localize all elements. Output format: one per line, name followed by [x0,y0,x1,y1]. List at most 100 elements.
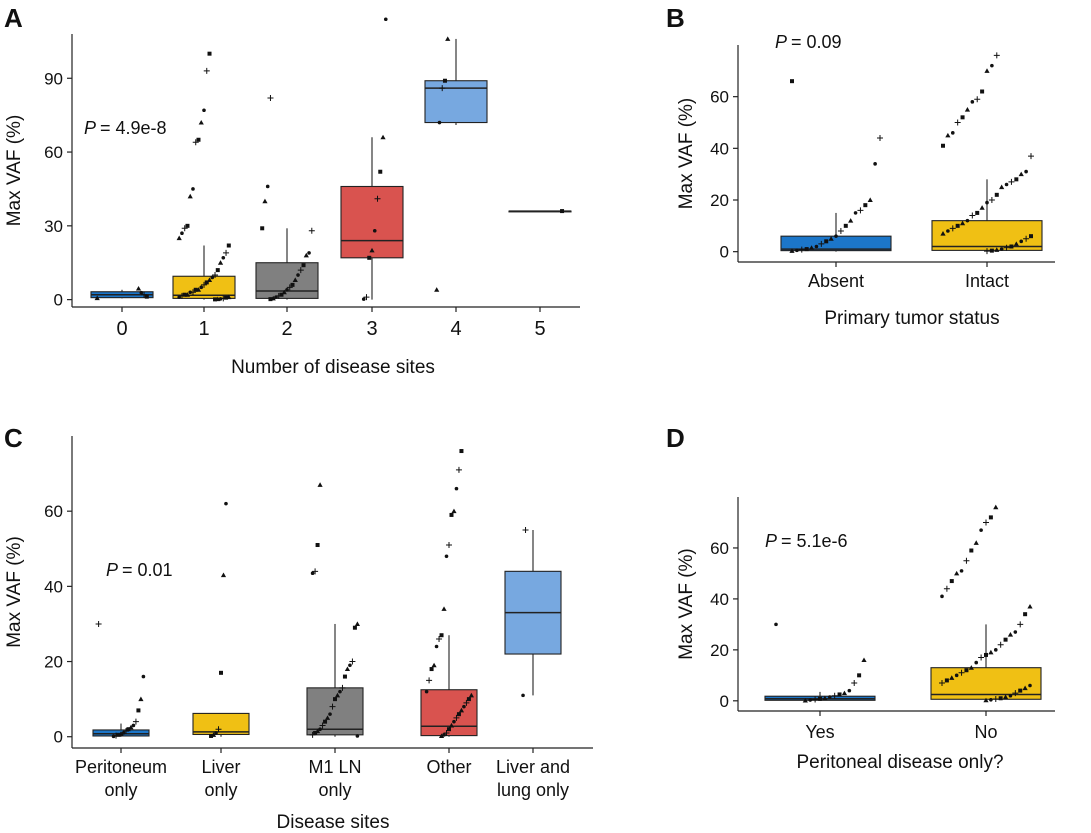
box-body [192,712,250,736]
data-point [1029,234,1033,239]
data-point [978,654,985,661]
data-point [443,729,450,736]
data-point [965,218,970,223]
data-point [808,698,813,702]
data-point [187,193,193,199]
data-point [448,722,455,728]
data-point [136,708,141,713]
data-point [863,203,868,208]
data-point [999,247,1004,251]
data-point [979,528,983,532]
data-point [1018,688,1023,693]
data-point [1003,637,1008,642]
data-point [355,734,360,738]
data-point [437,120,442,125]
data-point [848,218,854,223]
data-point [192,139,199,146]
data-point [857,673,862,678]
data-point [447,727,451,732]
data-point [462,704,466,709]
data-point [333,697,337,702]
y-tick-label: 0 [720,243,729,262]
x-tick-label-line: 1 [198,318,209,340]
data-point [431,662,437,668]
data-point [975,210,980,215]
data-point [301,263,306,268]
data-point [315,543,320,548]
data-point [456,712,461,717]
y-tick-label: 60 [710,88,729,107]
data-point [121,731,126,735]
data-point [367,255,372,260]
data-point [202,108,206,113]
data-point [219,670,223,675]
data-point [997,641,1004,648]
y-tick-label: 90 [44,69,63,88]
x-tick-label-line: only [318,780,351,800]
data-point [374,195,381,202]
box-body [340,185,404,259]
data-point [1028,683,1032,688]
data-point [226,243,231,248]
data-point [853,211,858,215]
data-point [843,223,848,228]
data-point [334,692,341,698]
y-tick-label: 60 [44,502,63,521]
data-point [954,673,959,678]
x-tick-label-line: 4 [450,318,461,340]
data-point [185,223,190,228]
data-point [990,63,994,68]
data-point [984,248,990,255]
data-point [131,723,136,728]
data-point [436,635,443,642]
data-point [313,730,318,735]
data-point [459,449,464,454]
data-point [260,226,265,231]
data-point [193,287,198,292]
data-point [1014,177,1019,182]
data-point [279,292,284,297]
p-value-annotation: P = 0.01 [106,560,173,580]
data-point [95,620,102,627]
data-point [354,621,360,626]
data-point [789,248,795,253]
x-tick-label-line: 5 [534,318,545,340]
box-body [255,262,319,299]
x-tick-label: 2 [281,318,292,340]
data-point [344,666,351,672]
data-point [309,731,316,738]
data-point [1028,153,1034,160]
data-point [1027,603,1033,609]
p-value-symbol: P [106,560,118,580]
x-tick-label-line: Absent [808,271,864,291]
data-point [138,696,144,702]
data-point [1007,631,1014,637]
x-axis-title: Disease sites [277,812,390,833]
data-point [372,228,377,233]
data-point [985,200,989,205]
data-point [215,726,222,733]
x-tick-label-line: Yes [805,722,834,742]
data-point [999,184,1005,190]
x-tick-label: Intact [965,271,1009,291]
data-point [141,291,148,298]
data-point [94,295,100,301]
data-point [940,230,946,236]
data-point [451,508,457,514]
data-point [312,568,319,575]
data-point [1023,612,1028,617]
data-point [308,227,315,234]
y-tick-label: 0 [720,692,729,711]
data-point [1012,690,1019,697]
data-point [132,718,139,725]
y-axis-title: Max VAF (%) [4,536,25,648]
data-point [795,248,799,253]
data-point [834,234,838,238]
data-point [453,714,460,721]
data-point [444,554,449,559]
data-point [979,205,985,210]
data-point [790,79,794,84]
data-point [943,585,950,592]
data-point [946,229,950,233]
data-point [802,697,808,703]
